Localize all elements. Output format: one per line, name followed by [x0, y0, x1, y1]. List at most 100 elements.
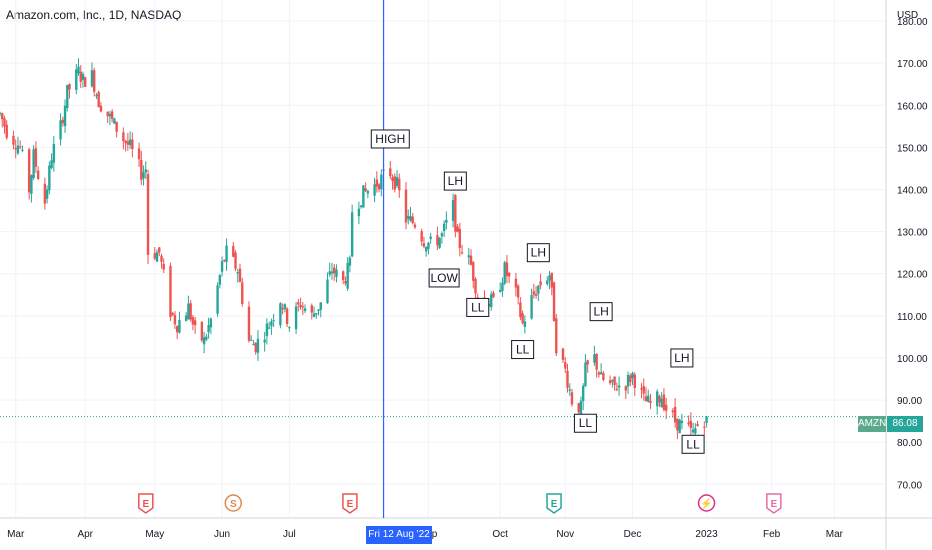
x-tick-label: Mar [826, 529, 844, 540]
y-tick-label: 100.00 [897, 354, 928, 365]
currency-label: USD [897, 10, 918, 21]
candle-body [146, 174, 150, 255]
candle-body [521, 313, 524, 324]
candle-body [30, 175, 33, 194]
candle-body [548, 275, 551, 281]
candle-body [472, 262, 475, 281]
candle-body [442, 223, 446, 231]
candle-body [113, 118, 116, 124]
event-marker-letter: S [230, 499, 237, 510]
candle-body [61, 119, 65, 124]
candle-body [516, 285, 520, 298]
candle-body [140, 159, 143, 180]
annotation-label-box [573, 413, 597, 433]
candle-body [454, 195, 457, 232]
candle-body [250, 339, 253, 341]
candle-body [77, 66, 80, 74]
candle-body [108, 113, 112, 117]
candle-body [689, 420, 693, 429]
candle-body [404, 189, 408, 223]
candle-body [608, 380, 612, 384]
candle-body [232, 246, 235, 257]
candle-body [483, 297, 486, 299]
candle-body [633, 374, 636, 388]
y-tick-label: 180.00 [897, 17, 928, 28]
candle-body [209, 318, 213, 328]
candle-body [169, 265, 172, 318]
candle-body [649, 400, 652, 403]
candle-body [241, 282, 244, 304]
candle-body [176, 326, 179, 333]
candle-body [534, 294, 538, 296]
candle-body [43, 183, 47, 204]
candle-body [131, 139, 134, 150]
candle-body [95, 95, 98, 97]
annotation-label-box [670, 348, 694, 368]
event-marker-letter: ⚡ [700, 497, 712, 510]
y-tick-label: 140.00 [897, 186, 928, 197]
candle-body [691, 429, 695, 433]
candle-body [440, 233, 444, 237]
candle-body [319, 302, 322, 311]
candle-body [451, 200, 455, 221]
event-marker-earnings-red: E [342, 493, 358, 514]
candle-body [555, 318, 558, 354]
candle-body [373, 184, 376, 196]
candle-body [122, 132, 125, 142]
price-tag-value: 86.08 [887, 416, 923, 432]
candle-body [223, 260, 226, 262]
crosshair-date-label: Fri 12 Aug '22 [366, 526, 432, 544]
candle-body [577, 403, 580, 413]
candle-body [438, 237, 441, 248]
candle-body [624, 386, 628, 391]
candle-body [642, 385, 645, 394]
candle-body [126, 141, 130, 145]
candle-body [225, 245, 228, 263]
candle-body [413, 224, 417, 228]
candle-body [153, 253, 156, 259]
candle-body [81, 73, 85, 80]
candle-body [297, 302, 300, 305]
candle-body [469, 255, 473, 265]
x-tick-label: Oct [492, 529, 508, 540]
candle-body [429, 236, 432, 240]
candle-body [14, 148, 17, 150]
candle-body [631, 372, 634, 379]
candle-body [647, 395, 650, 402]
x-tick-label: Nov [556, 529, 574, 540]
candle-body [436, 235, 439, 246]
candle-body [0, 112, 2, 114]
candle-body [357, 208, 361, 217]
annotation-label-high: HIGH [375, 132, 405, 146]
annotation-label-ll: LL [686, 437, 700, 451]
candle-body [678, 419, 681, 434]
event-marker-letter: E [771, 499, 778, 510]
candle-body [75, 69, 78, 90]
candle-body [90, 70, 94, 87]
candle-body [84, 77, 87, 87]
candle-body [507, 272, 511, 277]
y-tick-label: 120.00 [897, 270, 928, 281]
candle-body [660, 398, 663, 408]
candle-body [561, 348, 565, 360]
event-marker-split: S [224, 494, 243, 512]
candle-body [584, 362, 587, 386]
candle-body [460, 252, 464, 254]
candle-body [335, 269, 338, 277]
candle-body [490, 294, 493, 308]
event-marker-letter: E [551, 499, 558, 510]
candle-body [326, 279, 329, 304]
candle-body [359, 205, 363, 208]
annotation-label-lh: LH [674, 351, 689, 365]
candle-body [498, 290, 502, 292]
annotation-label-ll: LL [579, 416, 593, 430]
y-tick-label: 170.00 [897, 59, 928, 70]
candle-body [137, 148, 141, 160]
candle-body [350, 212, 354, 257]
candle-body [424, 247, 428, 252]
candle-body [519, 302, 522, 318]
x-tick-label: Feb [763, 529, 781, 540]
event-marker-letter: E [347, 499, 354, 510]
x-tick-label: Apr [77, 529, 93, 540]
